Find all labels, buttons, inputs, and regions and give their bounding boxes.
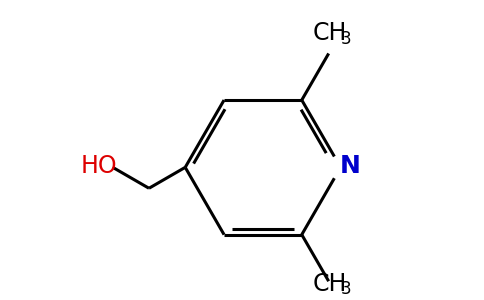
Text: HO: HO	[81, 154, 118, 178]
Text: 3: 3	[340, 280, 351, 298]
Text: CH: CH	[313, 20, 348, 44]
Text: N: N	[340, 154, 361, 178]
Text: 3: 3	[340, 30, 351, 48]
Text: CH: CH	[313, 272, 348, 296]
